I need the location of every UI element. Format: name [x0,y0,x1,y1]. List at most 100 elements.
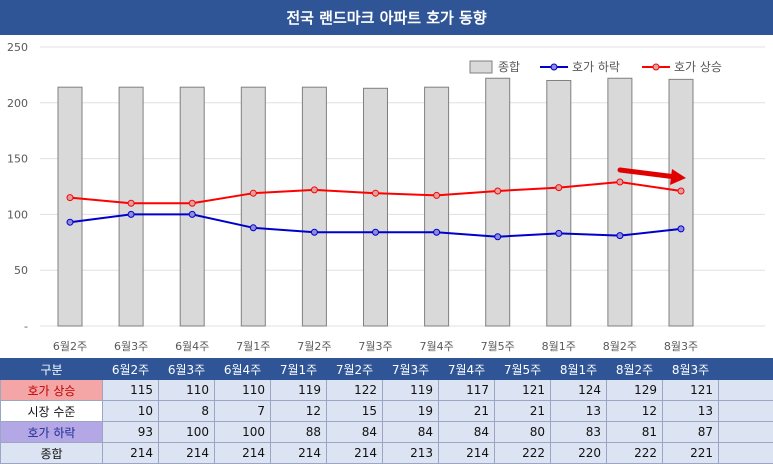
table-header-cell: 6월2주 [103,359,159,380]
rise-point [128,200,134,206]
table-cell: 8 [159,401,215,422]
table-cell: 214 [103,443,159,464]
table-cell: 214 [159,443,215,464]
table-cell: 119 [271,380,327,401]
table-header-cell: 7월5주 [495,359,551,380]
table-cell: 121 [663,380,719,401]
legend-swatch-total [470,61,492,73]
table-row-label: 시장 수준 [1,401,103,422]
x-tick-label: 8월3주 [664,340,698,353]
x-tick-label: 7월4주 [419,340,453,353]
y-tick-label: 100 [7,208,28,221]
table-header-label: 구분 [1,359,103,380]
y-tick-label: 250 [7,41,28,54]
table-cell: 129 [607,380,663,401]
x-tick-label: 7월2주 [297,340,331,353]
table-cell: 110 [159,380,215,401]
table-row-label: 종합 [1,443,103,464]
rise-point [250,190,256,196]
x-tick-label: 6월2주 [53,340,87,353]
legend-label-total: 종합 [498,60,520,74]
table-cell: 81 [607,422,663,443]
fall-point [434,229,440,235]
bar [669,79,693,326]
table-cell: 7 [215,401,271,422]
rise-point [434,192,440,198]
table-cell: 115 [103,380,159,401]
rise-point [556,185,562,191]
rise-point [495,188,501,194]
table-cell: 88 [271,422,327,443]
legend-label-rise: 호가 상승 [674,60,722,74]
table-cell: 21 [495,401,551,422]
table-cell: 93 [103,422,159,443]
bar [608,78,632,326]
table-cell: 84 [439,422,495,443]
table-cell: 222 [607,443,663,464]
table-cell: 84 [327,422,383,443]
table-header-cell: 7월4주 [439,359,495,380]
table-cell: 110 [215,380,271,401]
table-header-cell: 7월1주 [271,359,327,380]
bar [302,87,326,326]
fall-point [373,229,379,235]
table-empty-cell [719,380,773,401]
x-tick-label: 7월1주 [236,340,270,353]
y-tick-label: 50 [14,264,28,277]
table-cell: 19 [383,401,439,422]
x-tick-label: 6월3주 [114,340,148,353]
table-header-cell: 8월2주 [607,359,663,380]
y-tick-label: - [24,320,28,333]
table-cell: 214 [439,443,495,464]
table-header-cell: 8월3주 [663,359,719,380]
table-cell: 100 [159,422,215,443]
table-cell: 10 [103,401,159,422]
table-cell: 12 [607,401,663,422]
table-empty-cell [719,443,773,464]
chart-title: 전국 랜드마크 아파트 호가 동향 [0,0,773,35]
bar-series-total [58,78,693,326]
table-cell: 21 [439,401,495,422]
fall-point [189,211,195,217]
table-cell: 12 [271,401,327,422]
legend-marker-fall [551,64,557,70]
chart-legend: 종합 호가 하락 호가 상승 [470,60,722,74]
fall-point [678,226,684,232]
table-cell: 222 [495,443,551,464]
rise-point [617,179,623,185]
bar [241,87,265,326]
table-cell: 214 [215,443,271,464]
table-header-empty [719,359,773,380]
bar [58,87,82,326]
fall-point [128,211,134,217]
x-tick-label: 7월3주 [358,340,392,353]
table-empty-cell [719,422,773,443]
legend-marker-rise [653,64,659,70]
bar [364,88,388,326]
table-cell: 121 [495,380,551,401]
table-header-cell: 8월1주 [551,359,607,380]
table-cell: 214 [327,443,383,464]
table-cell: 213 [383,443,439,464]
legend-label-fall: 호가 하락 [572,60,620,74]
table-cell: 87 [663,422,719,443]
table-cell: 80 [495,422,551,443]
table-cell: 221 [663,443,719,464]
bar [425,87,449,326]
table-cell: 13 [551,401,607,422]
table-cell: 119 [383,380,439,401]
table-cell: 84 [383,422,439,443]
x-tick-label: 6월4주 [175,340,209,353]
table-cell: 124 [551,380,607,401]
fall-point [556,230,562,236]
bar [547,80,571,326]
fall-point [67,219,73,225]
table-header-cell: 6월4주 [215,359,271,380]
